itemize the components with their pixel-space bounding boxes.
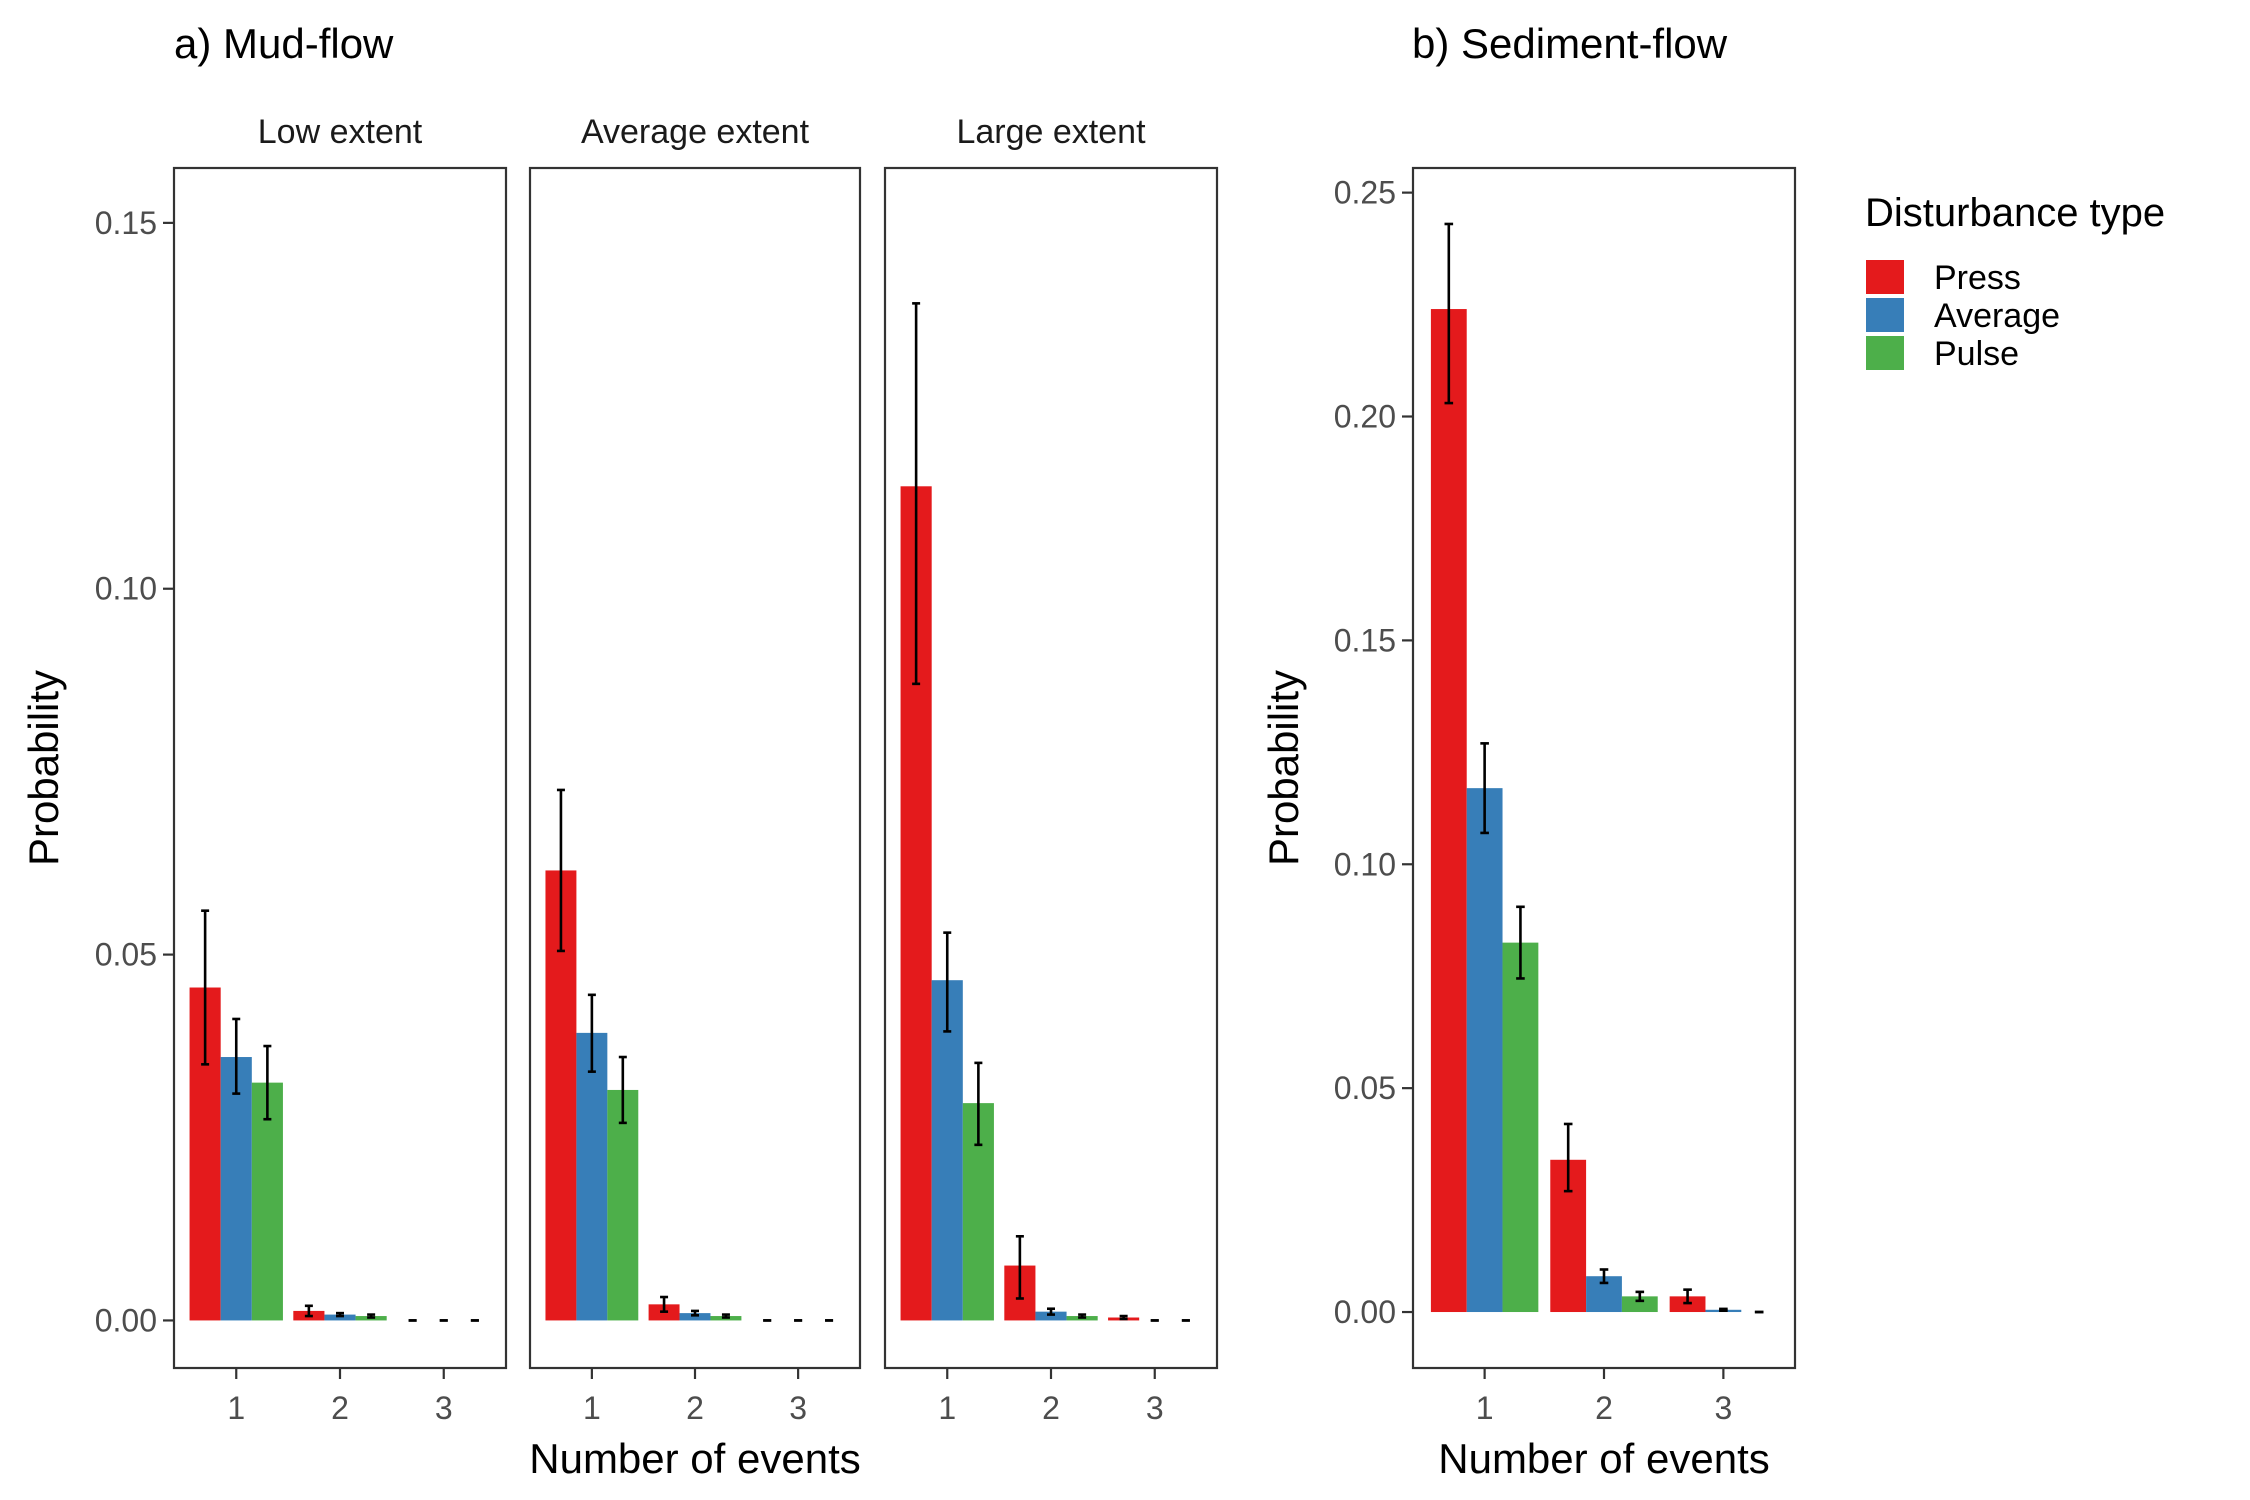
b-y-tick-label-0-10: 0.10 — [1334, 846, 1396, 882]
bar-a-average-extent-pulse-1 — [607, 1089, 639, 1321]
bar-a-average-extent-average-1 — [576, 1032, 608, 1321]
legend-label-press: Press — [1934, 259, 2021, 297]
b-x-tick-label-3: 3 — [1714, 1390, 1732, 1426]
bar-a-large-extent-average-2 — [1035, 1311, 1067, 1321]
legend-swatch-average — [1866, 298, 1904, 332]
legend-item-press: Press — [1866, 259, 2021, 297]
legend-label-average: Average — [1934, 297, 2060, 335]
bar-a-average-extent-average-2 — [679, 1313, 711, 1321]
bar-a-low-extent-average-2 — [324, 1314, 356, 1321]
a-y-tick-label-0-15: 0.15 — [95, 205, 157, 241]
legend-swatch-pulse — [1866, 336, 1904, 370]
facet-large-extent: Large extent — [883, 113, 1219, 1370]
chart-b-bars — [1430, 222, 1764, 1314]
facet-label-large-extent: Large extent — [956, 113, 1146, 151]
legend-swatch-press — [1866, 260, 1904, 294]
a-average-extent-x-tick-label-1: 1 — [583, 1390, 601, 1426]
a-average-extent-x-tick-label-2: 2 — [686, 1390, 704, 1426]
facet-average-extent: Average extent — [528, 113, 862, 1370]
a-y-tick-label-0-00: 0.00 — [95, 1302, 157, 1338]
legend-item-pulse: Pulse — [1866, 335, 2019, 373]
chart-sediment-flow: b) Sediment-flow 0.00 0.05 0.10 0.15 0.20 0.2… — [1260, 20, 1797, 1482]
a-low-extent-x-tick-label-3: 3 — [435, 1390, 453, 1426]
b-x-tick-label-2: 2 — [1595, 1390, 1613, 1426]
chart-mud-flow: a) Mud-flow Low extent Average extent La… — [20, 20, 1219, 1482]
chart-b-x-axis-title: Number of events — [1438, 1435, 1770, 1482]
facet-average-extent-bars — [545, 788, 834, 1322]
bar-a-large-extent-average-1 — [931, 980, 963, 1321]
a-y-tick-label-0-05: 0.05 — [95, 937, 157, 973]
facet-large-extent-bars — [900, 302, 1190, 1322]
a-large-extent-x-tick-label-2: 2 — [1042, 1390, 1060, 1426]
b-y-tick-label-0-05: 0.05 — [1334, 1070, 1396, 1106]
a-large-extent-x-tick-label-3: 3 — [1146, 1390, 1164, 1426]
bar-b-pulse-1 — [1502, 942, 1539, 1313]
bar-b-pulse-2 — [1621, 1296, 1658, 1313]
chart-a-y-axis-title: Probability — [20, 670, 67, 866]
bar-a-low-extent-average-1 — [220, 1057, 252, 1321]
b-x-tick-label-1: 1 — [1476, 1390, 1494, 1426]
legend: Disturbance type Press Average Pulse — [1865, 191, 2165, 373]
a-average-extent-x-tick-label-3: 3 — [789, 1390, 807, 1426]
bar-b-average-1 — [1466, 788, 1503, 1313]
chart-b-title: b) Sediment-flow — [1412, 20, 1728, 67]
b-y-tick-label-0-25: 0.25 — [1334, 175, 1396, 211]
chart-b-x-axis: 1 2 3 — [1476, 1368, 1732, 1426]
chart-a-title: a) Mud-flow — [174, 20, 394, 67]
chart-b-y-axis: 0.00 0.05 0.10 0.15 0.20 0.25 — [1334, 175, 1413, 1330]
b-y-tick-label-0-15: 0.15 — [1334, 622, 1396, 658]
chart-a-x-axis-title: Number of events — [529, 1435, 861, 1482]
bar-a-low-extent-pulse-1 — [251, 1082, 283, 1321]
legend-title: Disturbance type — [1865, 191, 2165, 235]
a-large-extent-x-tick-label-1: 1 — [938, 1390, 956, 1426]
bar-b-press-1 — [1430, 309, 1467, 1313]
facet-label-low-extent: Low extent — [258, 113, 423, 151]
chart-b-y-axis-title: Probability — [1260, 670, 1307, 866]
a-low-extent-x-tick-label-1: 1 — [227, 1390, 245, 1426]
a-low-extent-x-tick-label-2: 2 — [331, 1390, 349, 1426]
facet-label-average-extent: Average extent — [581, 113, 810, 151]
chart-a-x-axis: 1 2 3 1 2 3 1 2 3 — [227, 1368, 1164, 1426]
b-y-tick-label-0-00: 0.00 — [1334, 1294, 1396, 1330]
legend-item-average: Average — [1866, 297, 2060, 335]
facet-low-extent-bars — [189, 909, 479, 1322]
a-y-tick-label-0-10: 0.10 — [95, 571, 157, 607]
chart-a-y-axis: 0.00 0.05 0.10 0.15 — [95, 205, 174, 1338]
legend-label-pulse: Pulse — [1934, 335, 2019, 373]
facet-low-extent: Low extent — [172, 113, 508, 1370]
b-y-tick-label-0-20: 0.20 — [1334, 399, 1396, 435]
